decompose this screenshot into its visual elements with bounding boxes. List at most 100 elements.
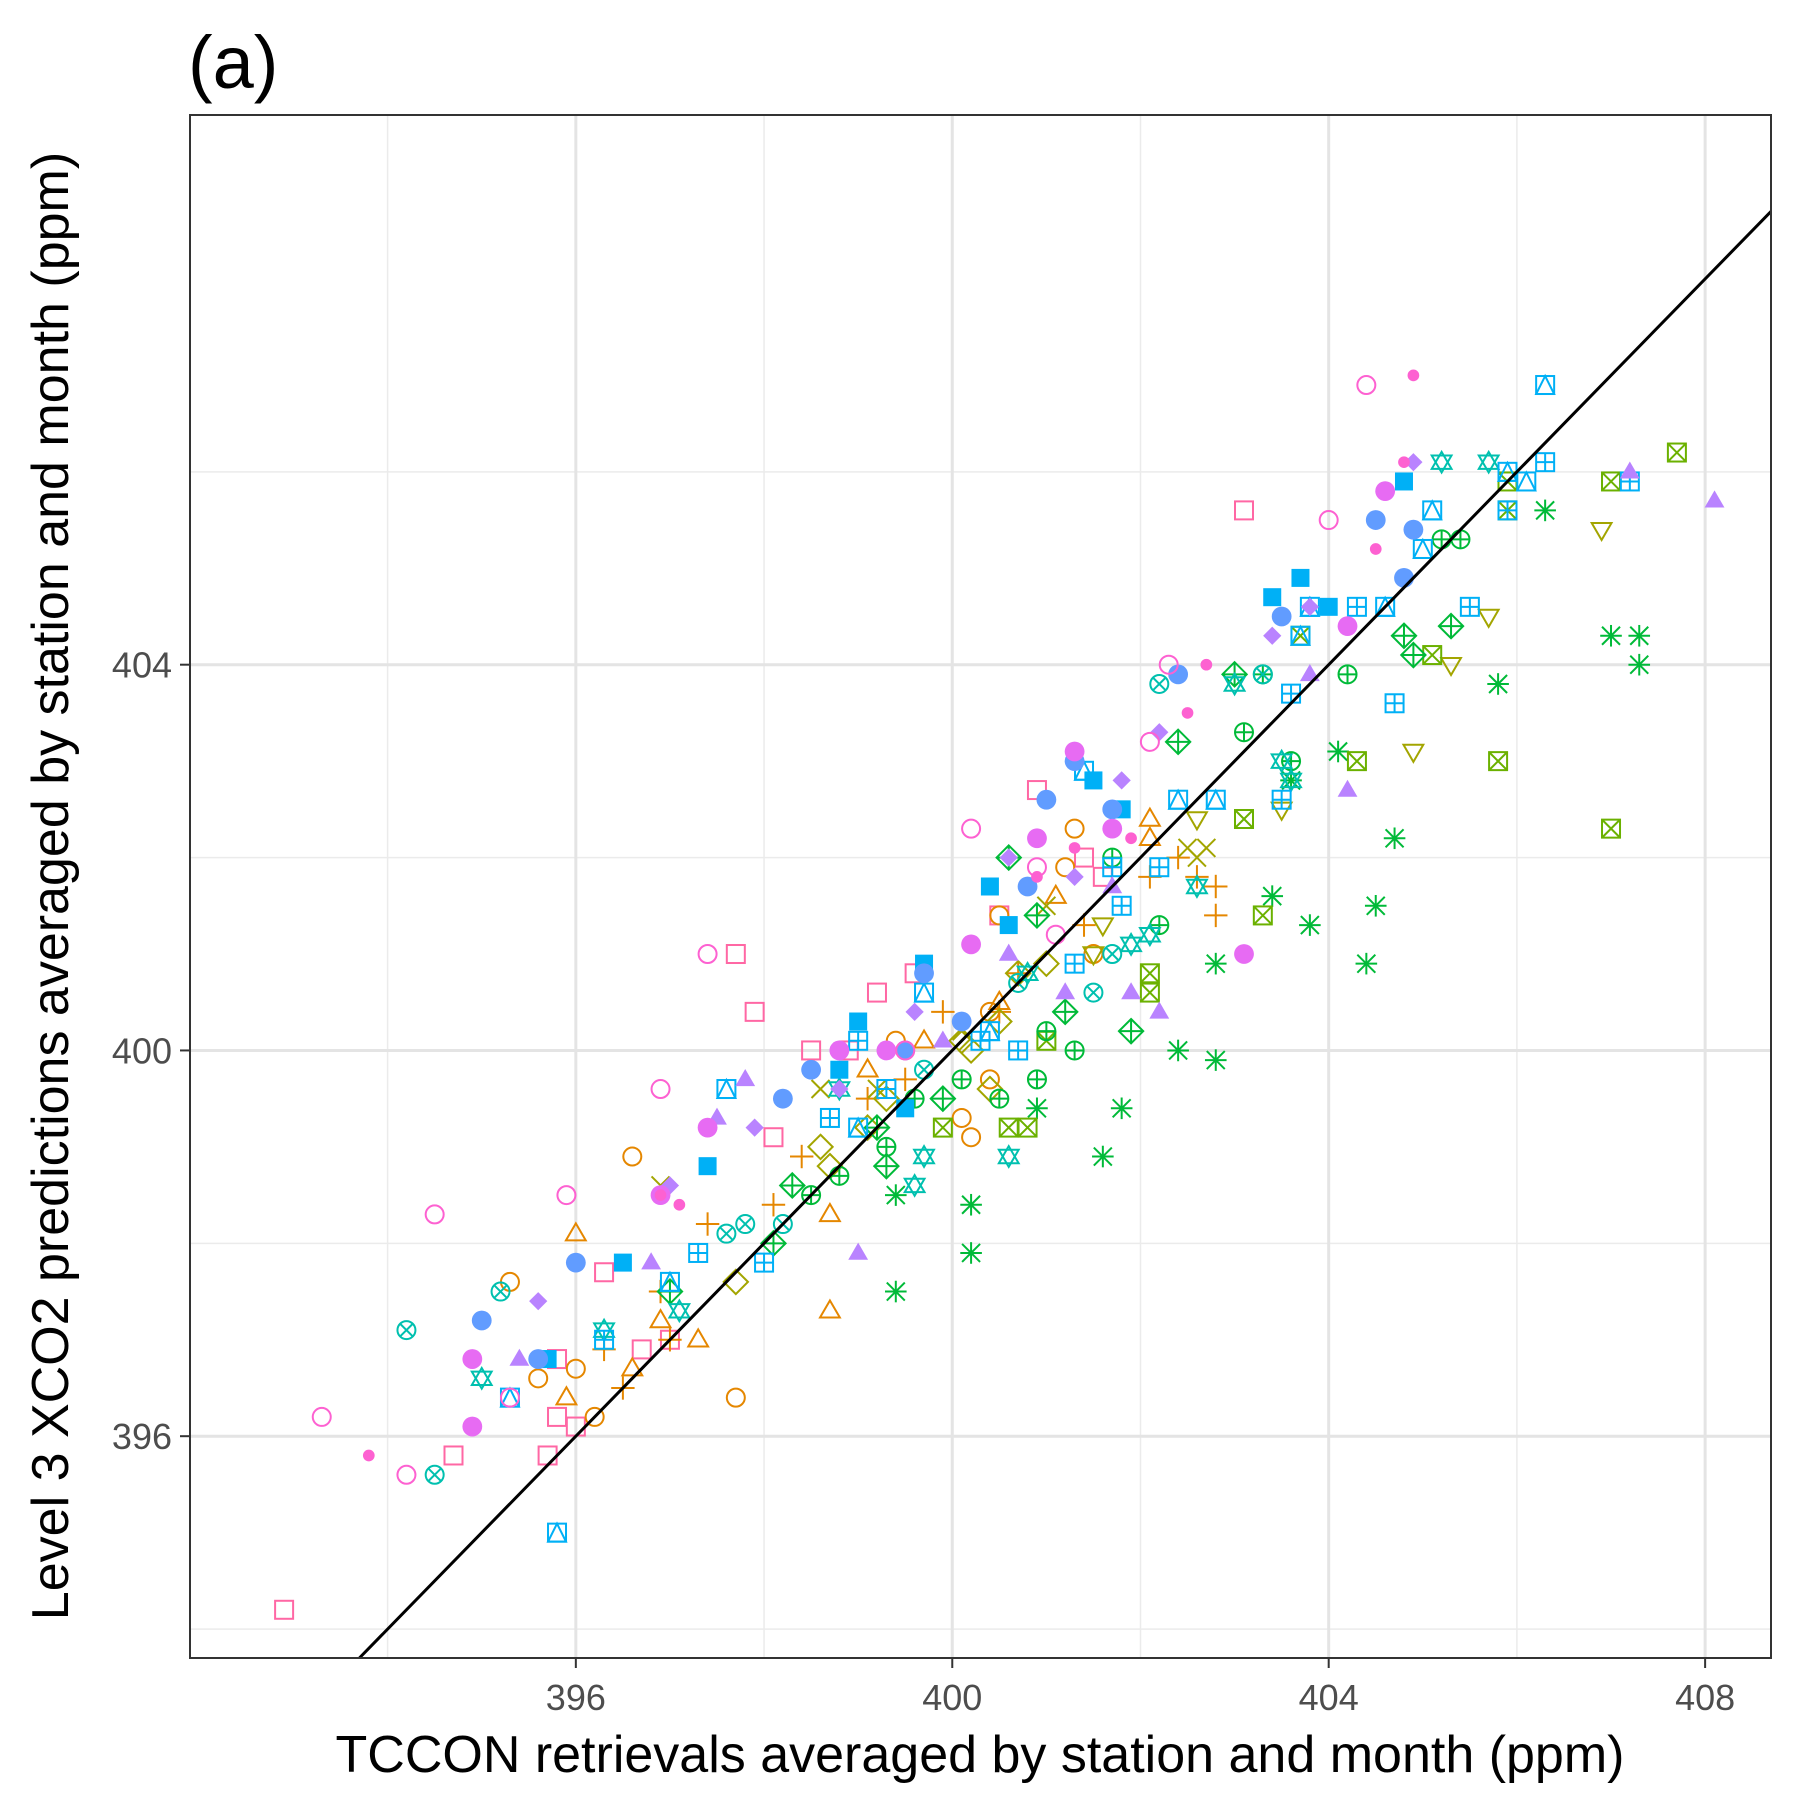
data-point-filled-square [980,877,999,896]
grid-minor [190,115,1771,1658]
data-point-filled-diamond [1150,723,1169,742]
data-point-filled-circle [697,1117,718,1138]
data-point-filled-diamond [1300,597,1319,616]
data-point-filled-circle [1102,818,1123,839]
data-point-filled-circle [801,1059,822,1080]
data-point-filled-square [1263,588,1282,607]
data-point-square-plus [754,1252,775,1273]
data-point-filled-circle [1234,944,1254,964]
data-point-diamond-plus [929,1085,957,1113]
data-point-triangle-down [1401,743,1426,764]
data-point-filled-triangle [641,1252,662,1270]
data-point-filled-triangle [1704,490,1725,508]
data-point-filled-square [1084,771,1103,790]
data-point-star [1185,874,1209,899]
data-point-filled-circle [1394,568,1414,588]
data-point-filled-diamond [1263,626,1282,645]
data-point-star [1477,449,1501,475]
data-point-circle-cross [490,1281,511,1302]
data-point-diamond-plus [1117,1017,1145,1045]
data-point-square-triangle [1534,373,1556,396]
data-point-circle [961,818,982,839]
data-point-diamond [1032,950,1060,978]
x-axis: 396 400 404 408 [546,1658,1735,1718]
data-point-filled-circle [471,1310,492,1331]
data-point-circle [1026,857,1047,878]
data-point-triangle [818,1298,842,1319]
y-axis: 396 400 404 [112,645,190,1457]
data-point-filled-circle [565,1252,586,1273]
data-point-circle-cross [735,1214,756,1235]
data-point-filled-circle [876,1040,897,1061]
data-point-triangle [564,1221,588,1242]
data-point-circle [895,1040,916,1061]
data-point-square [744,1001,765,1022]
data-point-star [1222,671,1247,697]
data-point-square-cross [1488,751,1509,772]
y-tick-label: 400 [112,1030,172,1071]
data-point-circle-cross [1252,664,1273,685]
data-point-filled-diamond [830,1079,849,1099]
data-point-filled-diamond [1065,867,1084,886]
data-point-asterisk [1261,885,1284,907]
data-point-square-plus [1459,596,1480,617]
data-point-star [1119,932,1143,957]
data-point-circle-plus [1234,722,1254,743]
data-point-filled-triangle [1149,1001,1170,1019]
data-point-square-cross [932,1117,953,1138]
data-point-square [547,1406,568,1427]
data-point-diamond-plus [1164,728,1192,756]
data-point-square [1234,500,1254,521]
data-point-circle-plus [1337,664,1358,685]
data-point-circle-cross [1083,982,1104,1003]
data-point-filled-circle [961,934,981,955]
data-point-square-triangle [1412,537,1434,559]
data-point-filled-square [613,1253,632,1272]
data-point-square-cross [1139,982,1160,1003]
data-point-square-plus [1384,693,1405,714]
data-point-circle-plus [829,1165,850,1186]
data-point-triangle [554,1385,579,1406]
data-point-diamond [854,1114,882,1142]
data-point-circle [584,1406,605,1427]
data-point-asterisk [1026,1097,1048,1120]
data-point-triangle [620,1356,644,1377]
x-tick-label: 404 [1299,1677,1359,1718]
data-point-filled-triangle [932,1030,953,1048]
data-point-filled-triangle [1337,779,1358,797]
data-point-circle-cross [716,1223,737,1244]
data-point-filled-circle [1064,741,1085,762]
data-point-triangle [686,1327,710,1348]
data-point-square-plus [1149,857,1170,878]
data-point-filled-circle [1102,799,1123,820]
data-point-square-triangle [913,981,935,1003]
data-point-circle [1064,818,1085,839]
data-point-filled-diamond [1404,453,1423,472]
data-point-square-plus [1271,789,1292,810]
data-point-square-cross [998,1117,1019,1138]
data-point-circle-plus [1450,529,1471,550]
data-point-circle-cross [424,1464,445,1485]
data-point-circle [396,1464,417,1485]
data-point-triangle-down [1589,521,1614,543]
data-point-filled-diamond [999,848,1018,867]
data-point-star [1138,922,1162,948]
data-point-cross [810,1079,831,1099]
data-point-filled-square [1291,568,1310,587]
data-point-circle-cross [396,1320,417,1341]
data-point-square-plus [1008,1040,1029,1061]
data-point-circle [979,1069,1000,1090]
data-point-square-triangle [847,1116,869,1138]
data-point-asterisk [1092,1145,1114,1168]
data-point-filled-diamond [1112,771,1131,790]
y-axis-label: Level 3 XCO2 predictions averaged by sta… [22,152,80,1620]
data-point-filled-circle [1027,828,1047,849]
data-point-asterisk [1110,1097,1133,1120]
data-point-star [470,1365,494,1391]
data-point-circle [622,1146,643,1167]
data-point-circle [1139,731,1160,752]
data-point-square [725,944,746,965]
data-point-asterisk [1327,740,1349,763]
data-point-small-circle [654,1189,667,1201]
